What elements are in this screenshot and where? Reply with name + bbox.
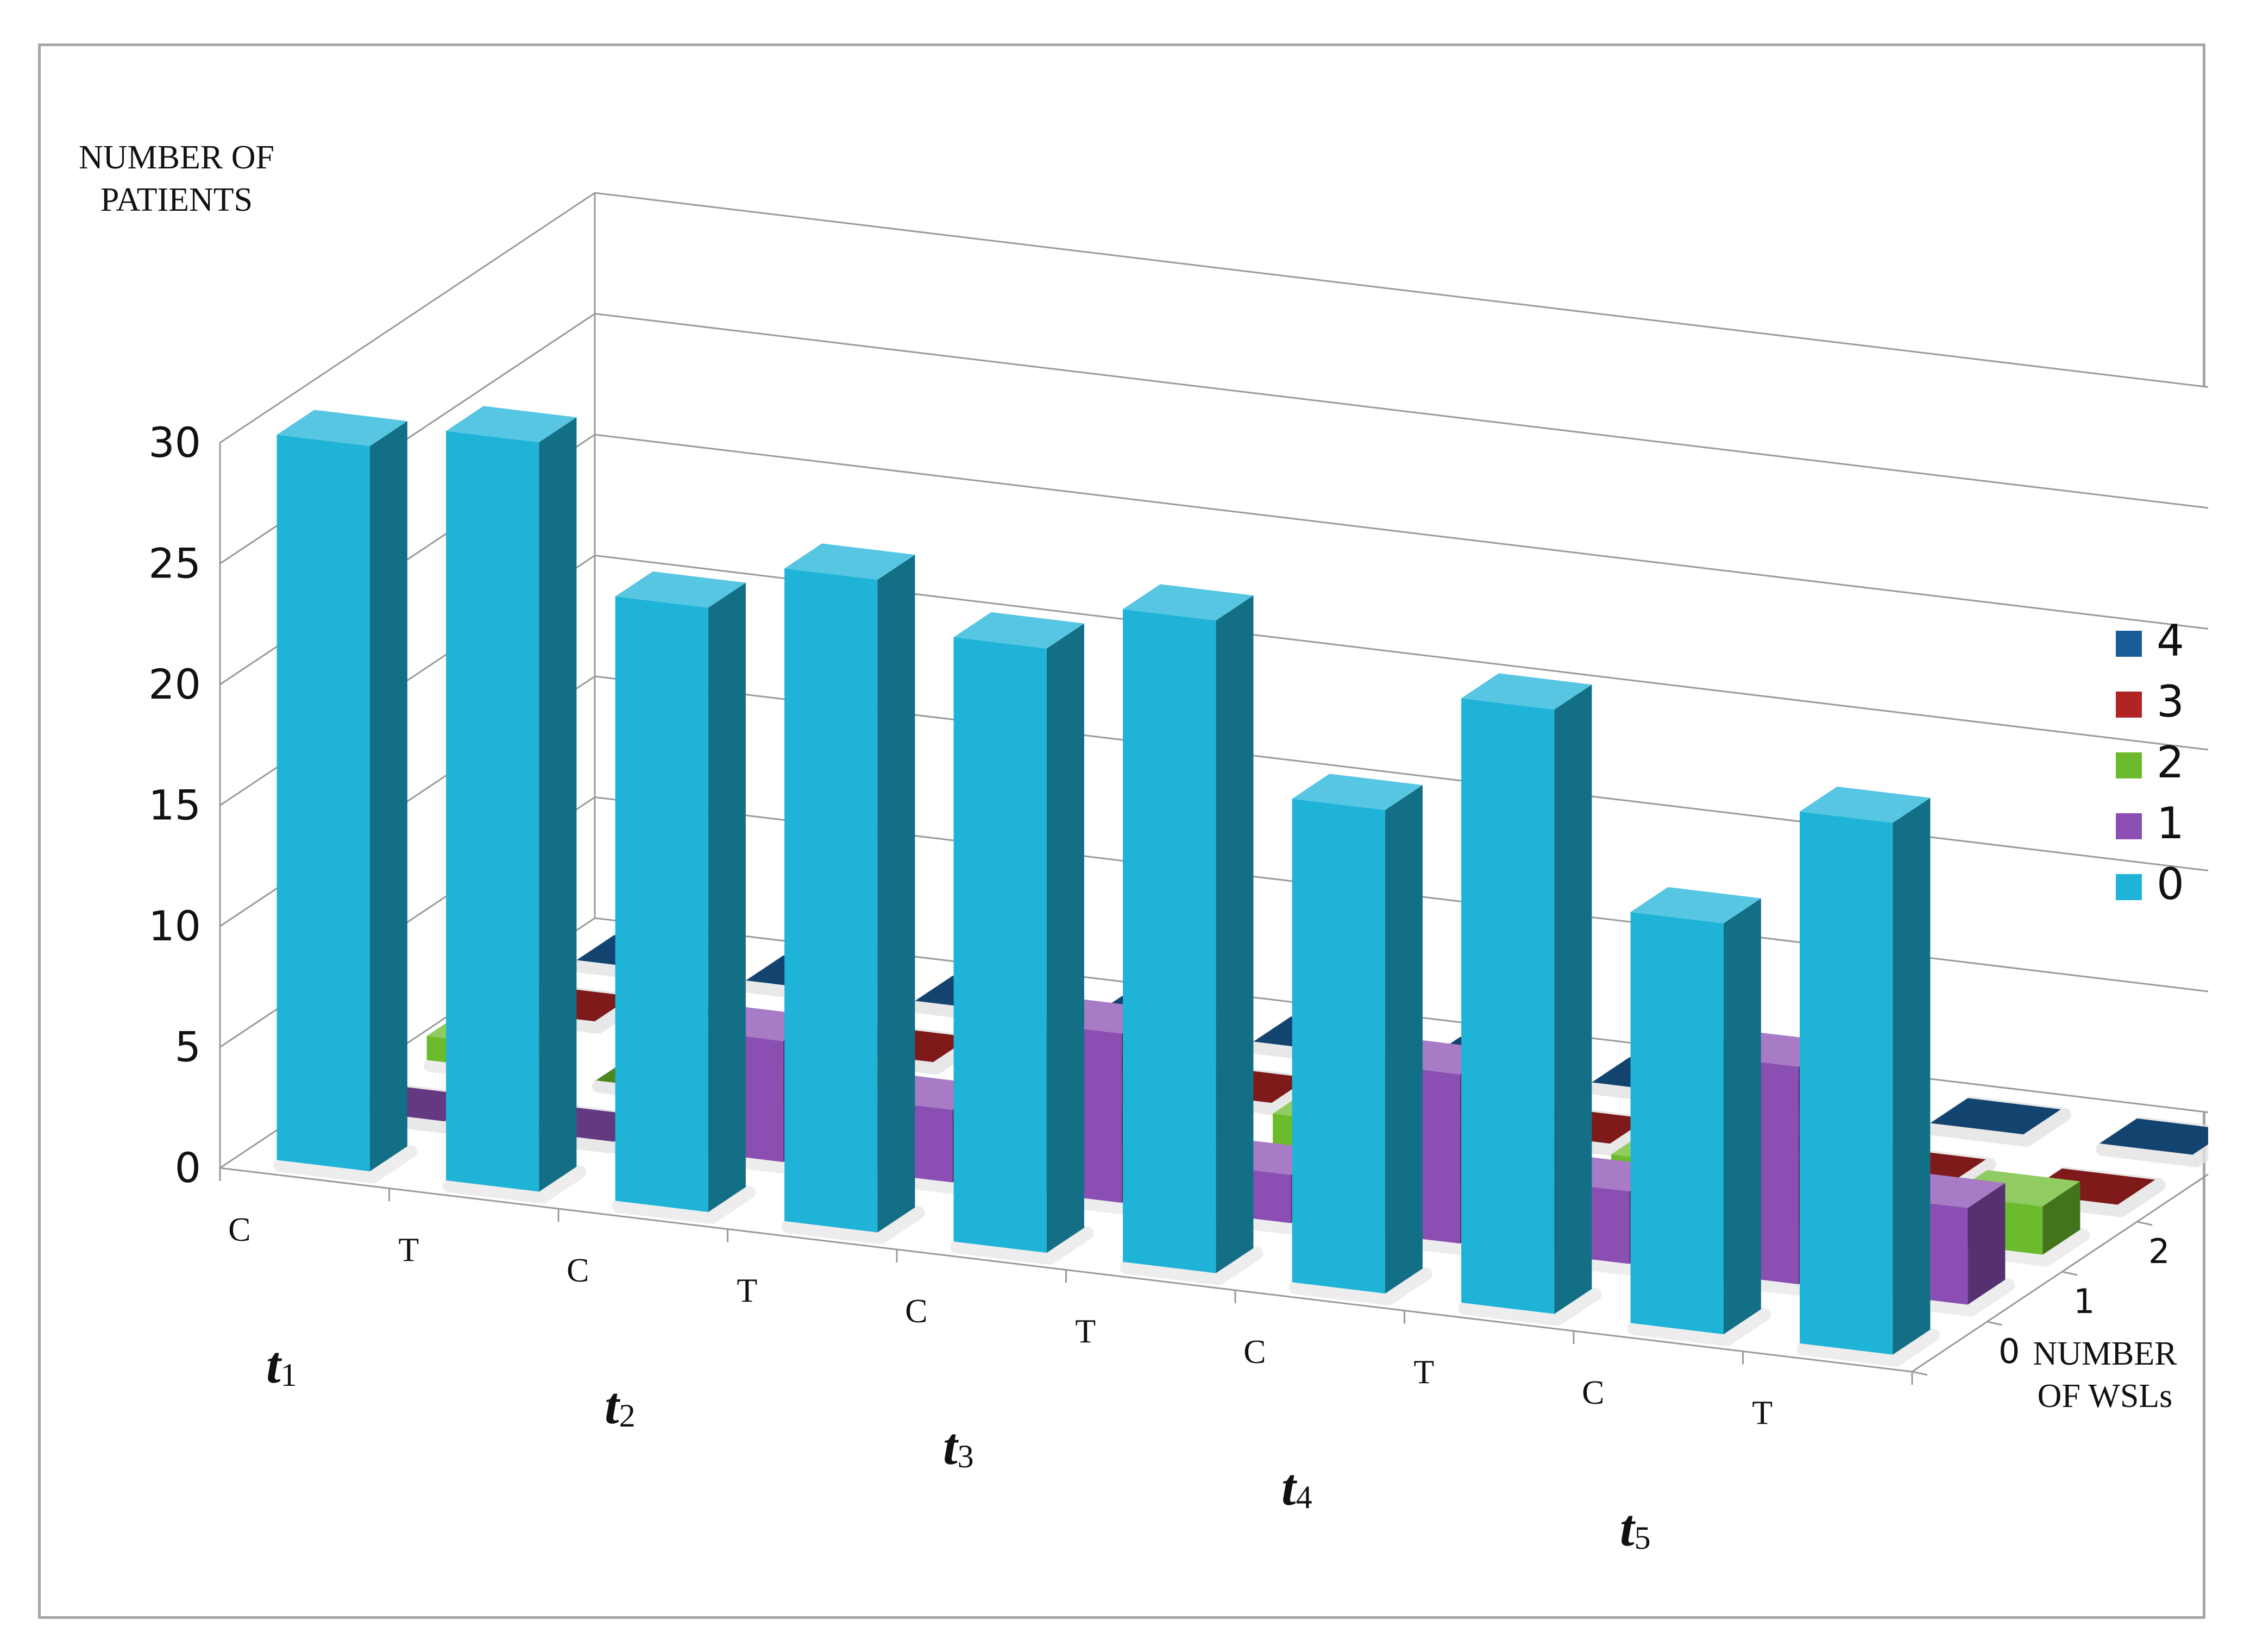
depth-tick bbox=[2061, 1271, 2078, 1276]
y-tick-label: 0 bbox=[175, 1144, 201, 1192]
bar-4-8 bbox=[1926, 1096, 2071, 1147]
x-tick-label: T bbox=[398, 1232, 419, 1268]
bar-top bbox=[1292, 774, 1423, 811]
x-tick-label: T bbox=[1752, 1395, 1772, 1431]
bar-0-3 bbox=[781, 543, 925, 1245]
bar-side bbox=[708, 582, 746, 1213]
bar-0-5 bbox=[1120, 584, 1264, 1285]
y-tick-label: 10 bbox=[148, 902, 201, 950]
x-tick-label: C bbox=[1243, 1334, 1266, 1371]
y-axis-title-line-2: PATIENTS bbox=[100, 181, 253, 218]
bar-4-9 bbox=[2096, 1116, 2208, 1167]
y-tick-label: 30 bbox=[148, 418, 201, 467]
bar-top bbox=[953, 612, 1084, 649]
legend-swatch bbox=[2116, 692, 2142, 718]
bar-side bbox=[1385, 785, 1423, 1294]
bar-top bbox=[1123, 584, 1254, 621]
bar-side bbox=[1723, 898, 1761, 1335]
bar-front bbox=[615, 596, 708, 1213]
depth-tick-label: 2 bbox=[2148, 1232, 2170, 1271]
bar-top bbox=[2100, 1118, 2208, 1155]
depth-tick bbox=[1987, 1321, 2003, 1326]
group-label: t3 bbox=[943, 1417, 974, 1475]
legend-label: 4 bbox=[2157, 615, 2184, 666]
bar-0-8 bbox=[1627, 887, 1771, 1347]
legend-label: 3 bbox=[2157, 676, 2184, 727]
axis-labels: NUMBER OF PATIENTS NUMBER OF WSLs bbox=[79, 139, 2177, 1415]
bar-0-2 bbox=[612, 571, 756, 1224]
bar-front bbox=[1630, 912, 1724, 1335]
depth-axis-title-line-1: NUMBER bbox=[2033, 1335, 2177, 1372]
bar-side bbox=[877, 555, 915, 1233]
legend-swatch bbox=[2116, 631, 2142, 657]
x-tick-label: C bbox=[567, 1252, 589, 1289]
group-label: t2 bbox=[605, 1377, 636, 1435]
chart-frame: NUMBER OF PATIENTS NUMBER OF WSLs 0 5 10 15… bbox=[38, 43, 2208, 1619]
bar-top bbox=[784, 543, 915, 580]
x-tick-label: T bbox=[737, 1272, 757, 1309]
bar-front bbox=[1461, 698, 1555, 1314]
legend-label: 2 bbox=[2157, 737, 2184, 788]
depth-tick-label: 0 bbox=[1998, 1331, 2020, 1371]
bar-front bbox=[276, 435, 370, 1172]
bar-front bbox=[1292, 799, 1385, 1294]
y-tick-label: 20 bbox=[148, 660, 201, 708]
group-label: t4 bbox=[1281, 1458, 1312, 1516]
depth-tick bbox=[2136, 1221, 2153, 1226]
depth-tick bbox=[1912, 1371, 1928, 1376]
bar-0-1 bbox=[443, 406, 587, 1204]
bar-top bbox=[276, 410, 407, 447]
bar-top bbox=[1630, 887, 1761, 924]
legend-swatch bbox=[2116, 752, 2142, 778]
x-tick-label: C bbox=[228, 1211, 250, 1248]
bar-top bbox=[446, 406, 577, 443]
x-tick-label: C bbox=[1582, 1374, 1604, 1411]
bar-top bbox=[615, 571, 746, 608]
bar-top bbox=[1930, 1098, 2061, 1135]
bar-0-4 bbox=[950, 612, 1094, 1265]
y-tick-label: 25 bbox=[148, 539, 201, 588]
group-label: t1 bbox=[266, 1336, 297, 1394]
y-tick-label: 5 bbox=[175, 1023, 201, 1071]
bar-side bbox=[2042, 1181, 2080, 1255]
tick-labels: 051015202530CTCTCTCTCTt1t2t3t4t501234 bbox=[148, 418, 2170, 1557]
legend-label: 1 bbox=[2157, 798, 2184, 849]
bar-0-7 bbox=[1458, 673, 1602, 1326]
depth-axis-line bbox=[1912, 1173, 2208, 1373]
group-label: t5 bbox=[1620, 1499, 1651, 1557]
bars bbox=[273, 406, 2208, 1367]
y-tick-label: 15 bbox=[148, 781, 201, 830]
x-tick-label: C bbox=[905, 1293, 927, 1330]
chart-3d-bar: NUMBER OF PATIENTS NUMBER OF WSLs 051015… bbox=[79, 139, 2208, 1557]
bar-front bbox=[784, 568, 878, 1233]
legend: 4 3 2 1 0 bbox=[2116, 615, 2184, 909]
x-tick-label: T bbox=[1413, 1354, 1434, 1391]
bar-side bbox=[1893, 797, 1931, 1355]
bar-side bbox=[539, 417, 577, 1192]
bar-side bbox=[1968, 1183, 2006, 1305]
y-axis-title-line-1: NUMBER OF bbox=[79, 139, 274, 176]
x-tick-label: T bbox=[1075, 1313, 1096, 1350]
bar-side bbox=[1554, 684, 1592, 1314]
bar-0-6 bbox=[1288, 774, 1432, 1306]
bar-front bbox=[953, 637, 1047, 1253]
bar-top bbox=[1800, 786, 1931, 823]
depth-axis-title-line-2: OF WSLs bbox=[2038, 1378, 2173, 1415]
bar-side bbox=[1216, 595, 1254, 1273]
bar-side bbox=[369, 421, 407, 1172]
depth-tick-label: 1 bbox=[2073, 1282, 2095, 1321]
legend-swatch bbox=[2116, 813, 2142, 839]
bar-0-0 bbox=[273, 410, 417, 1184]
bar-top bbox=[1461, 673, 1592, 710]
bar-side bbox=[1046, 623, 1084, 1253]
bar-front bbox=[446, 431, 539, 1192]
bar-front bbox=[1800, 811, 1893, 1355]
bar-0-9 bbox=[1796, 786, 1940, 1367]
legend-label: 0 bbox=[2157, 859, 2184, 909]
bar-front bbox=[1123, 609, 1216, 1273]
legend-swatch bbox=[2116, 874, 2142, 900]
